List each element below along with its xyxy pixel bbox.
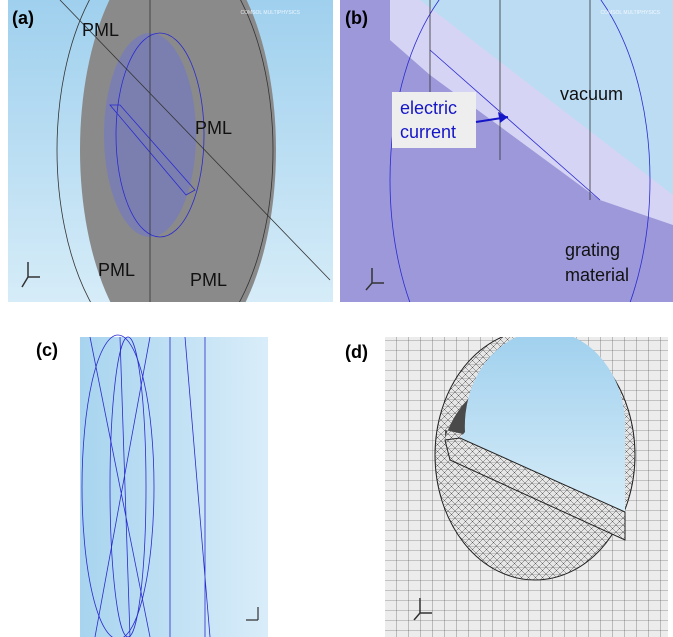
panel-label: (d): [345, 342, 368, 362]
panel-label: (b): [345, 8, 368, 28]
panel-label: (c): [36, 340, 58, 360]
annotation: grating: [565, 240, 620, 260]
annotation: electric: [400, 98, 457, 118]
page: (a) PML PML PML PML COMSOL MULTIPHYSICS …: [0, 0, 673, 637]
annotation: PML: [190, 270, 227, 290]
figure: (a) PML PML PML PML COMSOL MULTIPHYSICS …: [0, 0, 673, 637]
panel-a: [8, 0, 333, 360]
annotation: vacuum: [560, 84, 623, 104]
background: [80, 337, 268, 637]
watermark: COMSOL MULTIPHYSICS: [241, 10, 301, 16]
annotation: PML: [195, 118, 232, 138]
watermark: COMSOL MULTIPHYSICS: [601, 10, 661, 16]
panel-d: [385, 330, 668, 637]
annotation: current: [400, 122, 456, 142]
annotation: material: [565, 265, 629, 285]
annotation: PML: [98, 260, 135, 280]
annotation: PML: [82, 20, 119, 40]
panel-label: (a): [12, 8, 34, 28]
panel-c: [80, 335, 268, 637]
